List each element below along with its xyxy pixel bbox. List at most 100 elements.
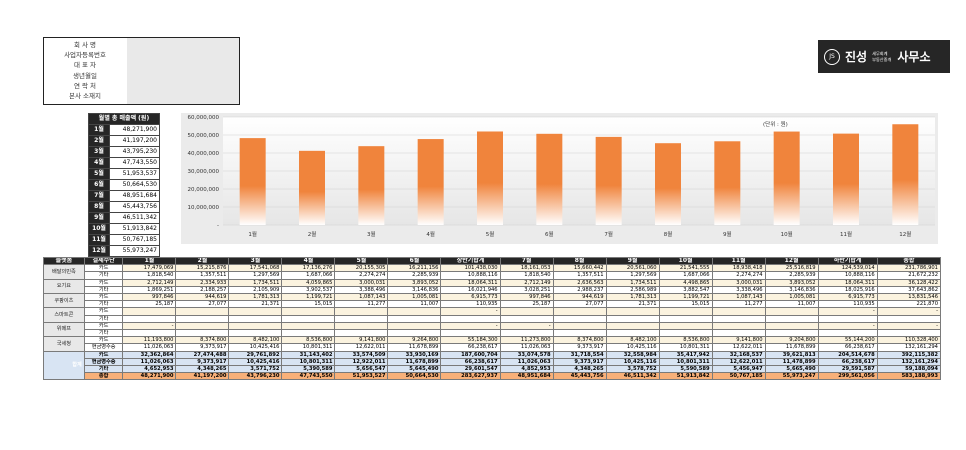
monthly-value-cell[interactable]: 51,953,537	[109, 168, 160, 180]
value-cell[interactable]: 1,818,540	[122, 271, 177, 280]
value-cell[interactable]: 1,297,569	[605, 271, 660, 280]
value-cell[interactable]	[334, 329, 389, 338]
value-cell[interactable]	[499, 314, 554, 323]
value-cell[interactable]: 45,443,756	[552, 372, 607, 381]
value-cell[interactable]: 27,474,488	[175, 350, 230, 359]
value-cell[interactable]: 110,935	[440, 300, 501, 309]
value-cell[interactable]	[387, 321, 442, 331]
value-cell[interactable]: 11,678,899	[387, 343, 442, 352]
value-cell[interactable]	[281, 329, 336, 338]
value-cell[interactable]: 110,328,400	[876, 336, 942, 345]
value-cell[interactable]: 1,357,511	[175, 271, 230, 280]
value-cell[interactable]: 11,026,063	[499, 343, 554, 352]
value-cell[interactable]: 5,456,947	[711, 365, 766, 374]
value-cell[interactable]: 66,238,617	[440, 357, 501, 367]
value-cell[interactable]: 5,645,490	[387, 365, 442, 374]
value-cell[interactable]: 4,348,265	[175, 365, 230, 374]
value-cell[interactable]: 10,801,311	[658, 343, 713, 352]
value-cell[interactable]: 13,831,546	[876, 293, 942, 302]
value-cell[interactable]	[334, 307, 389, 316]
value-cell[interactable]: 1,005,081	[764, 293, 819, 302]
value-cell[interactable]: 32,168,537	[711, 350, 766, 359]
value-cell[interactable]	[764, 329, 819, 338]
value-cell[interactable]	[764, 307, 819, 316]
value-cell[interactable]: 2,988,237	[552, 285, 607, 295]
value-cell[interactable]: 32,362,864	[122, 350, 177, 359]
value-cell[interactable]	[711, 314, 766, 323]
value-cell[interactable]: 6,915,773	[817, 293, 878, 302]
value-cell[interactable]: 10,801,311	[281, 343, 336, 352]
value-cell[interactable]: 41,197,200	[175, 372, 230, 381]
value-cell[interactable]: 5,390,589	[281, 365, 336, 374]
value-cell[interactable]: 3,000,031	[334, 278, 389, 287]
value-cell[interactable]: 11,007	[387, 300, 442, 309]
value-cell[interactable]: 1,734,511	[605, 278, 660, 287]
value-cell[interactable]: 187,600,704	[440, 350, 501, 359]
value-cell[interactable]	[440, 314, 501, 323]
value-cell[interactable]: 12,622,011	[334, 343, 389, 352]
monthly-value-cell[interactable]: 43,795,230	[109, 146, 160, 158]
value-cell[interactable]: 11,678,899	[764, 343, 819, 352]
value-cell[interactable]	[658, 314, 713, 323]
value-cell[interactable]	[334, 314, 389, 323]
value-cell[interactable]: 1,087,143	[334, 293, 389, 302]
value-cell[interactable]: 11,277	[711, 300, 766, 309]
value-cell[interactable]	[552, 314, 607, 323]
value-cell[interactable]	[764, 321, 819, 331]
value-cell[interactable]	[281, 321, 336, 331]
value-cell[interactable]	[711, 321, 766, 331]
value-cell[interactable]: 31,718,554	[552, 350, 607, 359]
value-cell[interactable]	[605, 307, 660, 316]
value-cell[interactable]: 43,796,230	[228, 372, 283, 381]
value-cell[interactable]	[876, 314, 942, 323]
value-cell[interactable]: 6,915,773	[440, 293, 501, 302]
value-cell[interactable]: 8,536,800	[281, 336, 336, 345]
value-cell[interactable]: 3,902,537	[281, 285, 336, 295]
value-cell[interactable]: 4,348,265	[552, 365, 607, 374]
value-cell[interactable]	[440, 329, 501, 338]
value-cell[interactable]	[817, 329, 878, 338]
value-cell[interactable]: 12,622,011	[711, 357, 766, 367]
value-cell[interactable]: 4,852,953	[499, 365, 554, 374]
value-cell[interactable]: 25,516,819	[764, 264, 819, 273]
value-cell[interactable]: 55,973,247	[764, 372, 819, 381]
value-cell[interactable]: -	[499, 321, 554, 331]
value-cell[interactable]	[387, 329, 442, 338]
value-cell[interactable]	[281, 307, 336, 316]
value-cell[interactable]: 1,199,721	[281, 293, 336, 302]
value-cell[interactable]: 11,277	[334, 300, 389, 309]
value-cell[interactable]: 1,199,721	[658, 293, 713, 302]
value-cell[interactable]: 48,271,900	[122, 372, 177, 381]
value-cell[interactable]: 8,374,800	[552, 336, 607, 345]
value-cell[interactable]	[228, 314, 283, 323]
value-cell[interactable]	[122, 314, 177, 323]
value-cell[interactable]: 4,059,865	[281, 278, 336, 287]
value-cell[interactable]: 2,188,257	[175, 285, 230, 295]
value-cell[interactable]: 231,786,901	[876, 264, 942, 273]
value-cell[interactable]: 29,591,587	[817, 365, 878, 374]
value-cell[interactable]: 8,482,100	[605, 336, 660, 345]
value-cell[interactable]: 55,184,300	[440, 336, 501, 345]
value-cell[interactable]	[228, 329, 283, 338]
value-cell[interactable]: 36,128,422	[876, 278, 942, 287]
value-cell[interactable]: 944,619	[552, 293, 607, 302]
value-cell[interactable]: 5,590,589	[658, 365, 713, 374]
value-cell[interactable]	[499, 329, 554, 338]
value-cell[interactable]: 10,888,116	[817, 271, 878, 280]
value-cell[interactable]: 110,935	[817, 300, 878, 309]
value-cell[interactable]: 8,482,100	[228, 336, 283, 345]
value-cell[interactable]: 18,064,311	[440, 278, 501, 287]
value-cell[interactable]: 11,026,063	[122, 357, 177, 367]
value-cell[interactable]: 3,571,752	[228, 365, 283, 374]
value-cell[interactable]: -	[817, 321, 878, 331]
value-cell[interactable]: 18,025,916	[817, 285, 878, 295]
value-cell[interactable]: 9,373,917	[175, 343, 230, 352]
value-cell[interactable]: 2,274,274	[334, 271, 389, 280]
value-cell[interactable]: 299,561,056	[817, 372, 878, 381]
value-cell[interactable]: 29,601,547	[440, 365, 501, 374]
value-cell[interactable]: 2,285,939	[764, 271, 819, 280]
monthly-value-cell[interactable]: 48,951,684	[109, 190, 160, 202]
value-cell[interactable]: 10,801,311	[658, 357, 713, 367]
value-cell[interactable]: 10,425,116	[605, 343, 660, 352]
value-cell[interactable]: 9,373,917	[552, 343, 607, 352]
